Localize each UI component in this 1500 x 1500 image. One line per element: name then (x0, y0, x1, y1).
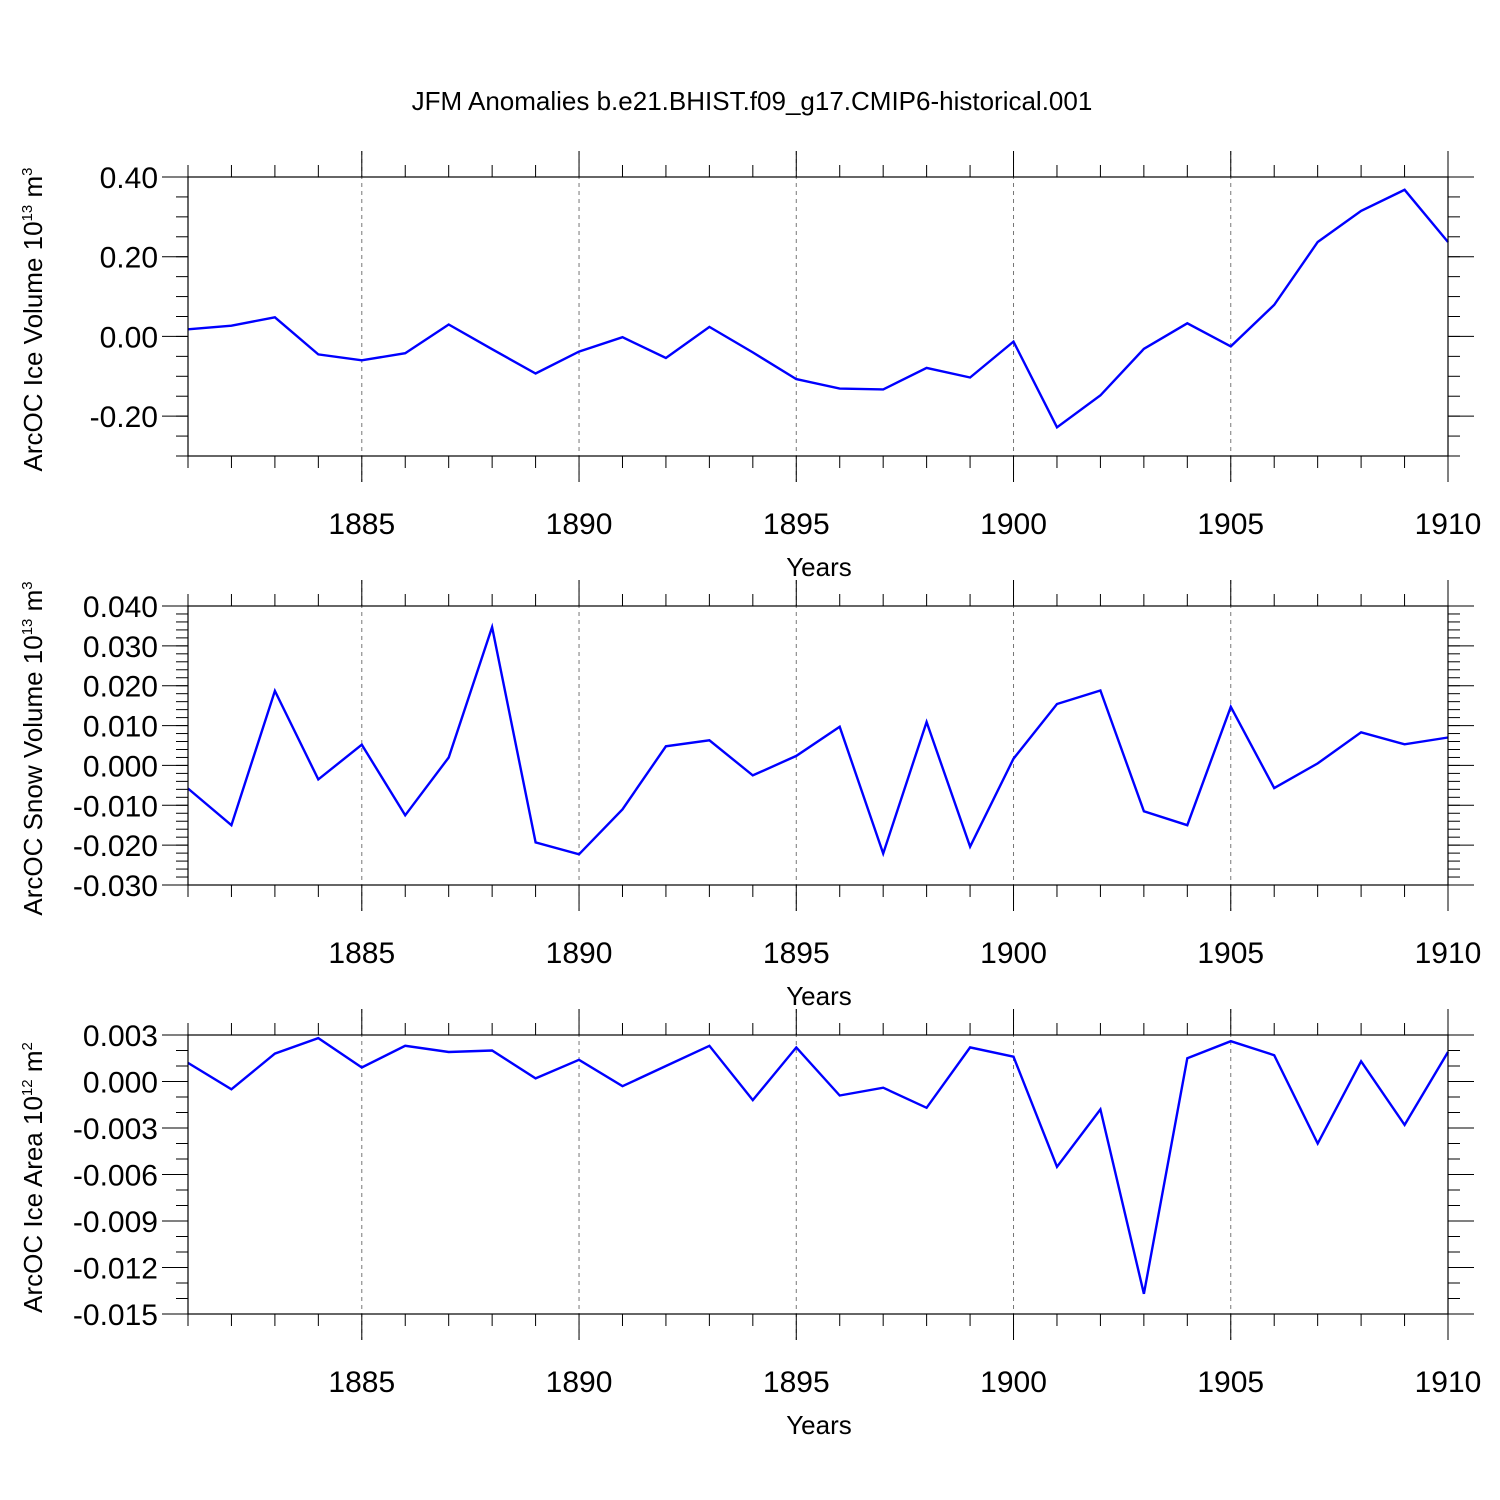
panel-2: -0.030 -0.020 -0.010 0.000 0.010 0.020 0.030 0.… (18, 580, 1481, 1011)
y-tick-label: 0.000 (83, 750, 158, 783)
y-tick-label: -0.010 (73, 790, 158, 823)
x-tick-label: 1890 (546, 508, 613, 541)
x-tick-label: 1890 (546, 937, 613, 970)
y-tick-label: 0.00 (100, 321, 158, 354)
x-tick-label: 1905 (1197, 1366, 1264, 1399)
y-axis-title-unit: m (18, 176, 48, 205)
y-axis-title-unit-exponent: 2 (19, 1042, 36, 1050)
x-tick-label: 1910 (1415, 1366, 1482, 1399)
y-tick-label: -0.012 (73, 1253, 158, 1286)
series-line (187, 622, 1449, 858)
y-tick-label: 0.20 (100, 242, 158, 275)
series-line (187, 188, 1449, 430)
x-tick-label: 1895 (763, 1366, 830, 1399)
y-axis-title-unit-exponent: 3 (19, 168, 36, 176)
x-tick-label: 1900 (980, 1366, 1047, 1399)
x-tick-label: 1885 (328, 937, 395, 970)
plot-frame (187, 1034, 1449, 1315)
y-tick-label: 0.40 (100, 162, 158, 195)
y-tick-label: -0.20 (90, 401, 158, 434)
x-tick-label: 1910 (1415, 937, 1482, 970)
y-axis-title-text: ArcOC Snow Volume 10 (18, 635, 48, 915)
y-axis-title: ArcOC Ice Volume 1013 m3 (18, 168, 48, 472)
y-tick-label: -0.003 (73, 1113, 158, 1146)
x-tick-label: 1885 (328, 1366, 395, 1399)
y-tick-label: -0.015 (73, 1299, 158, 1332)
y-tick-label: 0.000 (83, 1067, 158, 1100)
y-tick-label: -0.020 (73, 830, 158, 863)
y-tick-label: -0.009 (73, 1206, 158, 1239)
plot-frame (187, 605, 1449, 886)
x-axis-title: Years (786, 552, 852, 582)
y-axis-title-text: ArcOC Ice Volume 10 (18, 221, 48, 471)
y-axis-title-text: ArcOC Ice Area 10 (18, 1096, 48, 1313)
y-axis-title-exponent: 13 (19, 619, 36, 636)
series-line (187, 1036, 1450, 1295)
x-tick-label: 1905 (1197, 937, 1264, 970)
y-tick-label: 0.030 (83, 631, 158, 664)
panel-3: -0.015 -0.012 -0.009 -0.006 -0.003 0.000 0.003… (18, 1009, 1481, 1440)
x-tick-label: 1890 (546, 1366, 613, 1399)
y-tick-label: 0.003 (83, 1020, 158, 1053)
y-axis-title-unit: m (18, 1051, 48, 1080)
x-tick-label: 1895 (763, 508, 830, 541)
y-axis-title: ArcOC Snow Volume 1013 m3 (18, 581, 48, 915)
y-tick-label: -0.006 (73, 1160, 158, 1193)
y-tick-label: -0.030 (73, 870, 158, 903)
x-tick-label: 1910 (1415, 508, 1482, 541)
y-tick-label: 0.020 (83, 671, 158, 704)
x-tick-label: 1885 (328, 508, 395, 541)
y-axis-title-exponent: 12 (19, 1079, 36, 1096)
y-tick-label: 0.040 (83, 591, 158, 624)
y-axis-title-exponent: 13 (19, 205, 36, 222)
plot-frame (187, 176, 1449, 457)
x-tick-label: 1905 (1197, 508, 1264, 541)
y-axis-title-unit-exponent: 3 (19, 581, 36, 589)
chart-title: JFM Anomalies b.e21.BHIST.f09_g17.CMIP6-… (412, 86, 1093, 116)
y-axis-title: ArcOC Ice Area 1012 m2 (18, 1042, 48, 1313)
x-tick-label: 1895 (763, 937, 830, 970)
y-axis-title-unit: m (18, 590, 48, 619)
y-tick-label: 0.010 (83, 711, 158, 744)
x-tick-label: 1900 (980, 508, 1047, 541)
x-tick-label: 1900 (980, 937, 1047, 970)
panel-1: -0.20 0.00 0.20 0.40 1885 1890 1895 1900 1905 191… (18, 151, 1481, 582)
x-axis-title: Years (786, 1410, 852, 1440)
x-axis-title: Years (786, 981, 852, 1011)
